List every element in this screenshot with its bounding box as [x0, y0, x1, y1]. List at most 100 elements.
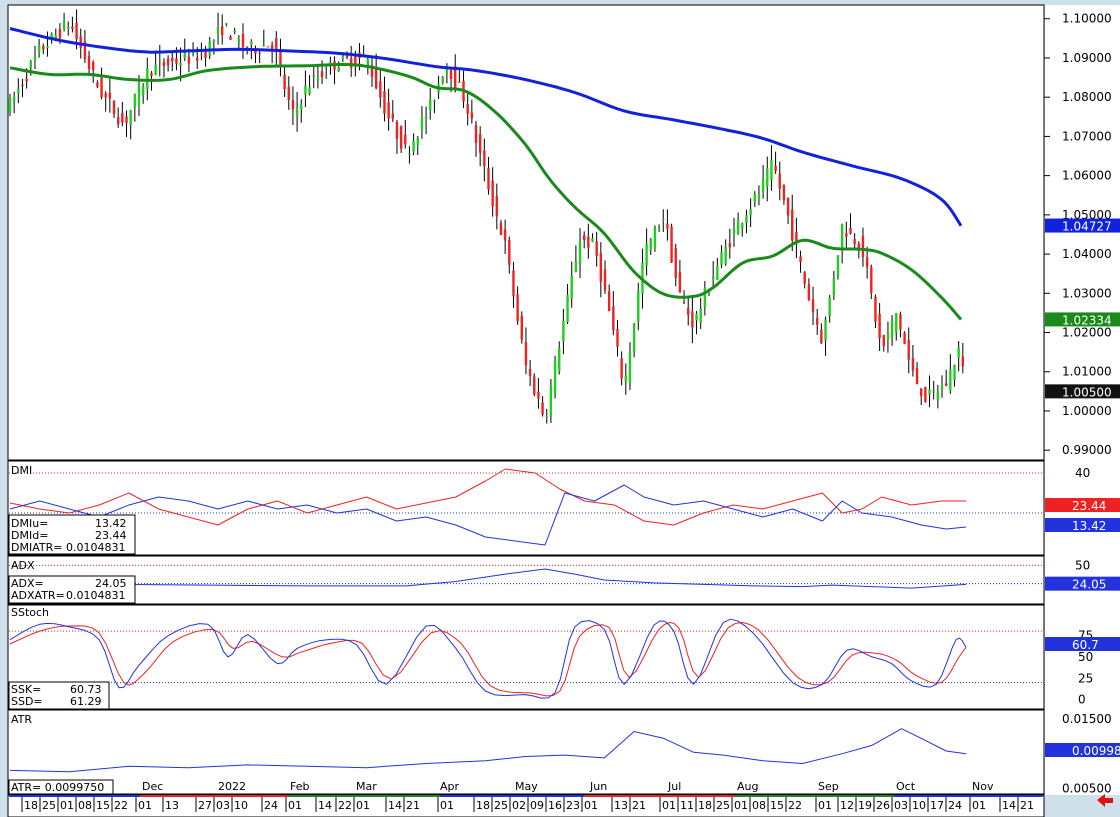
period-strip [288, 795, 440, 797]
candle-body [716, 265, 719, 281]
candle-body [329, 61, 332, 65]
x-day-label: 15 [770, 799, 784, 812]
x-day-label: 03 [216, 799, 230, 812]
candle-body [266, 46, 270, 48]
ma-short-tag-label: 1.02334 [1062, 313, 1112, 327]
candle-body [404, 134, 407, 145]
candle-body [770, 159, 773, 180]
candle-body [503, 229, 507, 241]
candle-body [46, 46, 49, 48]
candle-body [478, 134, 482, 153]
candle-body [395, 121, 399, 140]
candle-body [711, 276, 715, 280]
adx-tag [1045, 576, 1120, 591]
stoch-k-line [9, 618, 967, 699]
candle-body [71, 26, 74, 29]
dmi-up-line [9, 484, 967, 546]
adx-line [9, 568, 967, 589]
price-tick-label: 1.07000 [1062, 129, 1112, 143]
x-day-label: 25 [494, 799, 508, 812]
candle-body [795, 232, 798, 244]
candle-body [832, 277, 836, 296]
candle-body [940, 385, 944, 390]
candle-body [58, 28, 62, 39]
x-day-label: 24 [948, 799, 962, 812]
candle-body [674, 248, 677, 278]
candle-body [399, 126, 403, 149]
x-month-label: Nov [972, 780, 994, 793]
dmi-u-value: 13.42 [95, 517, 127, 530]
candle-body [874, 296, 877, 322]
x-day-label: 18 [698, 799, 712, 812]
candle-body [920, 388, 923, 396]
period-strip [9, 795, 140, 797]
price-tick-label: 1.03000 [1062, 286, 1112, 300]
x-month-label: Dec [142, 780, 163, 793]
candle-body [291, 99, 295, 110]
x-day-label: 19 [858, 799, 872, 812]
x-day-label: 01 [356, 799, 370, 812]
candle-body [212, 40, 216, 43]
x-day-label: 17 [930, 799, 944, 812]
candle-body [75, 22, 78, 40]
candle-body [33, 55, 37, 60]
price-tick-label: 1.08000 [1062, 90, 1112, 104]
x-month-label: Feb [290, 780, 309, 793]
atr-pane [7, 709, 1045, 795]
candle-body [845, 233, 848, 237]
x-day-label: 13 [165, 799, 179, 812]
sstoch-axis-label: 0 [1078, 693, 1086, 707]
adx-tag-label: 24.05 [1072, 578, 1106, 592]
indicator-readout-box [8, 779, 114, 795]
candle-body [383, 91, 386, 114]
candle-body [836, 255, 840, 277]
candle-body [162, 62, 166, 67]
candle-body [133, 93, 137, 108]
candle-body [29, 61, 33, 68]
atr-axis-label: 0.00500 [1062, 782, 1112, 796]
candle-body [179, 62, 182, 66]
candle-body [337, 67, 340, 72]
candle-body [241, 33, 245, 47]
candle-body [816, 317, 819, 325]
candle-body [861, 235, 865, 257]
candle-body [895, 313, 898, 333]
price-tick-label: 1.04000 [1062, 247, 1112, 261]
candle-body [624, 375, 628, 382]
x-day-label: 01 [734, 799, 748, 812]
candle-body [537, 391, 540, 399]
price-tags: 1.04727 1.02334 1.00500 [1045, 218, 1120, 399]
candle-body [865, 257, 869, 268]
scroll-arrow-icon[interactable] [1097, 794, 1113, 807]
candle-body [607, 291, 611, 311]
candle-body [42, 45, 45, 50]
candle-body [774, 165, 777, 172]
candle-body [345, 54, 349, 58]
candle-body [433, 100, 436, 102]
price-tick-label: 1.06000 [1062, 169, 1112, 183]
dmi-indicator: DMI DMIu= 13.42 DMId= 23.44 DMIATR= 0.0104831 4… [8, 464, 1120, 555]
candle-body [171, 57, 174, 62]
candle-body [17, 88, 20, 94]
candle-body [125, 116, 128, 124]
candle-body [349, 58, 353, 68]
candle-body [736, 219, 740, 235]
candle-body [187, 56, 191, 64]
y-axis-strip [1045, 5, 1120, 795]
candle-body [820, 329, 823, 344]
price-tick-label: 0.99000 [1062, 443, 1112, 457]
price-tick-label: 1.01000 [1062, 365, 1112, 379]
candle-body [745, 215, 748, 223]
x-day-label: 02 [512, 799, 526, 812]
x-month-label: Sep [818, 780, 839, 793]
ma-long-line [9, 27, 963, 227]
price-tick-label: 1.00000 [1062, 404, 1112, 418]
candle-body [87, 55, 91, 70]
candle-body [828, 297, 831, 317]
x-day-label: 01 [60, 799, 74, 812]
candle-body [886, 333, 890, 340]
candle-body [429, 99, 432, 111]
candle-body [449, 69, 453, 80]
dmi-u-label: DMIu= [11, 517, 48, 530]
